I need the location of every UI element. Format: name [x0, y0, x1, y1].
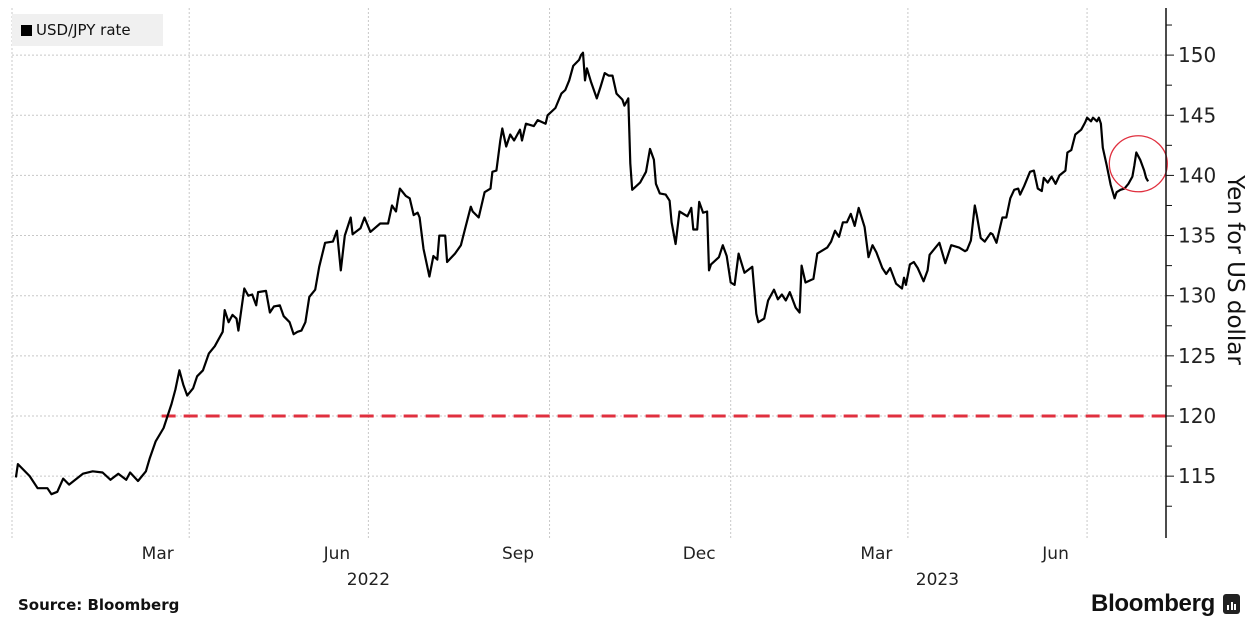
x-tick-label: Mar — [142, 544, 174, 564]
legend-label: USD/JPY rate — [36, 21, 131, 39]
x-axis-labels: Mar Jun Sep Dec Mar Jun 2022 2023 — [142, 544, 1069, 590]
x-tick-label: Jun — [323, 544, 351, 564]
x-tick-label: Dec — [683, 544, 716, 564]
bloomberg-logo: Bloomberg — [1091, 590, 1240, 618]
gridlines — [11, 8, 1166, 538]
y-tick-label: 125 — [1178, 344, 1216, 368]
y-axis: 115 120 125 130 135 140 145 150 — [1165, 8, 1216, 538]
y-tick-label: 130 — [1178, 284, 1216, 308]
x-year-label: 2022 — [347, 570, 390, 590]
x-tick-label: Sep — [502, 544, 534, 564]
y-tick-label: 120 — [1178, 404, 1216, 428]
y-tick-label: 140 — [1178, 163, 1216, 187]
brand-name: Bloomberg — [1091, 590, 1215, 617]
bloomberg-chart-icon — [1223, 594, 1240, 614]
x-tick-label: Jun — [1041, 544, 1069, 564]
x-tick-label: Mar — [860, 544, 892, 564]
highlight-circle — [1108, 135, 1168, 193]
y-tick-label: 145 — [1178, 103, 1216, 127]
y-tick-label: 150 — [1178, 43, 1216, 67]
series-line-usd-jpy — [14, 51, 1150, 496]
y-axis-title: Yen for US dollar — [1222, 174, 1248, 365]
legend-swatch — [21, 24, 32, 36]
y-tick-label: 115 — [1178, 464, 1216, 488]
y-tick-label: 135 — [1178, 224, 1216, 248]
source-note: Source: Bloomberg — [18, 596, 180, 614]
series-group — [14, 51, 1168, 496]
x-year-label: 2023 — [916, 570, 959, 590]
legend: USD/JPY rate — [12, 14, 163, 46]
